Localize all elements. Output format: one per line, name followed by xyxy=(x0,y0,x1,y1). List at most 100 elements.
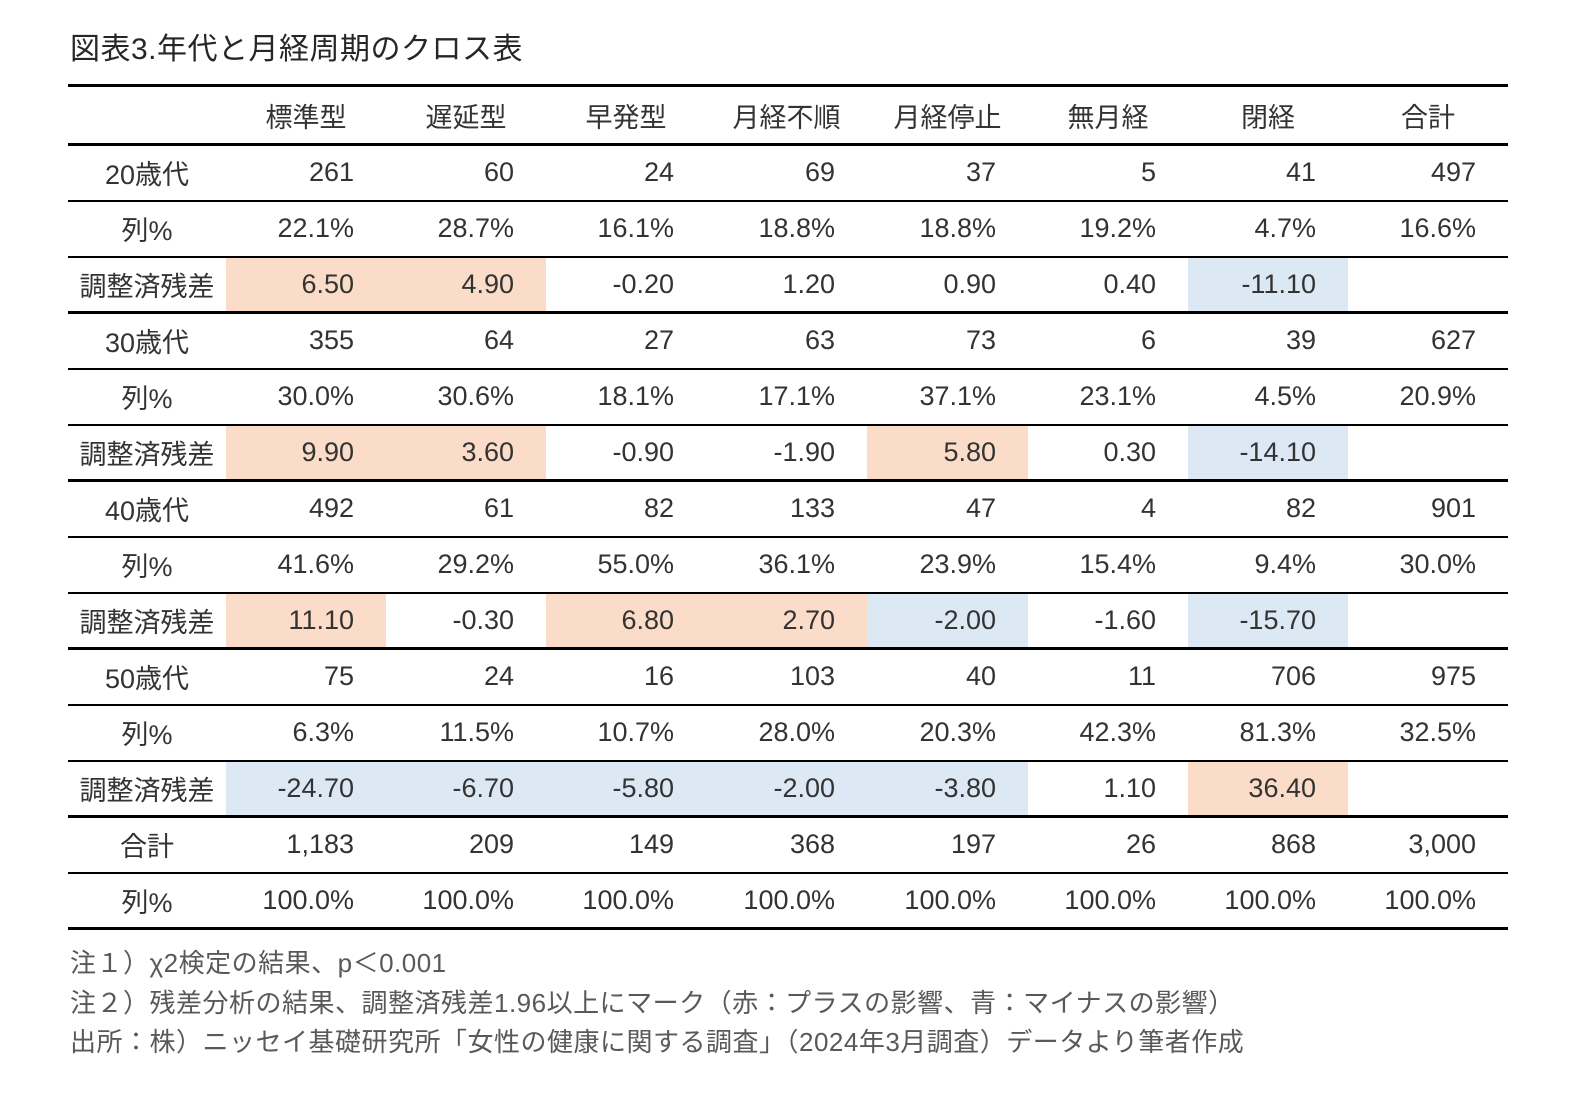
residual-cell: 1.10 xyxy=(1103,772,1156,803)
table-cell: 11 xyxy=(1127,661,1156,692)
table-cell: 100.0% xyxy=(582,884,674,915)
column-header: 月経停止 xyxy=(893,102,1002,133)
table-cell: 61 xyxy=(483,493,514,524)
row-label-percent: 列% xyxy=(121,887,173,918)
header-row: 標準型 遅延型 早発型 月経不順 月経停止 無月経 閉経 合計 xyxy=(68,86,1508,145)
cross-tab-table: 標準型 遅延型 早発型 月経不順 月経停止 無月経 閉経 合計 20歳代 261… xyxy=(68,84,1508,930)
residual-cell: -5.80 xyxy=(546,760,706,817)
table-cell: 197 xyxy=(950,829,996,860)
table-cell: 868 xyxy=(1270,829,1316,860)
table-cell: 16.6% xyxy=(1399,213,1476,243)
residual-cell: -0.90 xyxy=(612,436,674,467)
table-cell: 133 xyxy=(789,493,835,524)
residual-cell: -11.10 xyxy=(1188,256,1348,313)
residual-cell xyxy=(1348,257,1508,313)
table-cell: 149 xyxy=(628,829,674,860)
table-row-residuals: 調整済残差 11.10 -0.30 6.80 2.70 -2.00 -1.60 … xyxy=(68,592,1508,649)
table-row-percents: 列% 41.6% 29.2% 55.0% 36.1% 23.9% 15.4% 9… xyxy=(68,536,1508,593)
table-row-counts: 50歳代 75 24 16 103 40 11 706 975 xyxy=(68,648,1508,705)
residual-cell: -15.70 xyxy=(1188,592,1348,649)
table-cell: 73 xyxy=(965,325,996,356)
residual-cell: 0.30 xyxy=(1103,436,1156,467)
table-cell: 492 xyxy=(308,493,354,524)
table-cell: 10.7% xyxy=(597,717,674,747)
table-cell: 19.2% xyxy=(1079,213,1156,243)
table-cell: 5 xyxy=(1140,157,1156,188)
row-label-age: 50歳代 xyxy=(104,664,190,695)
table-cell: 16 xyxy=(643,661,674,692)
residual-cell: 2.70 xyxy=(706,592,867,649)
residual-cell: -0.20 xyxy=(612,268,674,299)
row-label-total: 合計 xyxy=(120,832,174,863)
table-row-counts: 20歳代 261 60 24 69 37 5 41 497 xyxy=(68,144,1508,201)
table-cell: 11.5% xyxy=(439,717,514,747)
table-row-total-percents: 列% 100.0% 100.0% 100.0% 100.0% 100.0% 10… xyxy=(68,872,1508,929)
table-cell: 37 xyxy=(965,157,996,188)
table-cell: 261 xyxy=(308,157,354,188)
row-label-percent: 列% xyxy=(121,720,173,750)
table-cell: 497 xyxy=(1430,157,1476,188)
table-cell: 30.0% xyxy=(1399,549,1476,579)
table-cell: 975 xyxy=(1430,661,1476,692)
table-cell: 23.9% xyxy=(919,549,996,579)
column-header: 早発型 xyxy=(585,102,667,133)
residual-cell: 6.80 xyxy=(546,592,706,649)
table-cell: 1,183 xyxy=(286,829,354,860)
table-cell: 75 xyxy=(323,661,354,692)
table-row-residuals: 調整済残差 -24.70 -6.70 -5.80 -2.00 -3.80 1.1… xyxy=(68,760,1508,817)
table-cell: 9.4% xyxy=(1254,549,1316,579)
table-cell: 18.8% xyxy=(919,213,996,243)
table-row-residuals: 調整済残差 6.50 4.90 -0.20 1.20 0.90 0.40 -11… xyxy=(68,256,1508,313)
table-cell: 36.1% xyxy=(758,549,835,579)
table-cell: 24 xyxy=(643,157,674,188)
table-cell: 100.0% xyxy=(904,884,996,915)
table-cell: 41.6% xyxy=(277,549,354,579)
table-cell: 69 xyxy=(804,157,835,188)
note-residual-legend: 注２）残差分析の結果、調整済残差1.96以上にマーク（赤：プラスの影響、青：マイ… xyxy=(70,987,1235,1018)
residual-cell xyxy=(1348,761,1508,817)
table-cell: 23.1% xyxy=(1079,381,1156,411)
residual-cell: -2.00 xyxy=(706,760,867,817)
row-label-percent: 列% xyxy=(121,384,173,414)
table-cell: 30.6% xyxy=(437,381,514,411)
table-cell: 6 xyxy=(1140,325,1156,356)
footnotes: 注１）χ2検定の結果、p＜0.001 注２）残差分析の結果、調整済残差1.96以… xyxy=(70,944,1508,1063)
table-cell: 103 xyxy=(789,661,835,692)
table-cell: 18.1% xyxy=(597,381,674,411)
table-cell: 64 xyxy=(483,325,514,356)
table-cell: 3,000 xyxy=(1408,829,1476,860)
table-row-percents: 列% 6.3% 11.5% 10.7% 28.0% 20.3% 42.3% 81… xyxy=(68,704,1508,761)
corner-cell xyxy=(68,86,226,145)
table-cell: 30.0% xyxy=(277,381,354,411)
table-cell: 47 xyxy=(965,493,996,524)
table-cell: 100.0% xyxy=(1064,884,1156,915)
table-cell: 627 xyxy=(1430,325,1476,356)
table-cell: 100.0% xyxy=(262,884,354,915)
figure-title: 図表3.年代と月経周期のクロス表 xyxy=(70,33,524,66)
table-cell: 706 xyxy=(1270,661,1316,692)
residual-cell: 0.90 xyxy=(943,268,996,299)
table-cell: 20.9% xyxy=(1399,381,1476,411)
row-label-residual: 調整済残差 xyxy=(79,439,215,470)
residual-cell: 4.90 xyxy=(386,256,546,313)
table-cell: 100.0% xyxy=(1384,884,1476,915)
column-header: 遅延型 xyxy=(425,102,507,133)
residual-cell: -0.30 xyxy=(452,604,514,635)
table-cell: 20.3% xyxy=(919,717,996,747)
residual-cell: 3.60 xyxy=(386,424,546,481)
table-cell: 32.5% xyxy=(1399,717,1476,747)
table-cell: 4 xyxy=(1140,493,1156,524)
table-row-percents: 列% 30.0% 30.6% 18.1% 17.1% 37.1% 23.1% 4… xyxy=(68,368,1508,425)
row-label-percent: 列% xyxy=(121,552,173,582)
residual-cell: -2.00 xyxy=(867,592,1028,649)
row-label-percent: 列% xyxy=(121,216,173,246)
residual-cell: -6.70 xyxy=(386,760,546,817)
table-cell: 81.3% xyxy=(1239,717,1316,747)
table-cell: 4.7% xyxy=(1254,213,1316,243)
table-cell: 55.0% xyxy=(597,549,674,579)
table-cell: 24 xyxy=(483,661,514,692)
row-label-age: 20歳代 xyxy=(104,160,190,191)
note-chi-square: 注１）χ2検定の結果、p＜0.001 xyxy=(70,948,447,978)
table-cell: 100.0% xyxy=(422,884,514,915)
row-label-residual: 調整済残差 xyxy=(79,271,215,302)
